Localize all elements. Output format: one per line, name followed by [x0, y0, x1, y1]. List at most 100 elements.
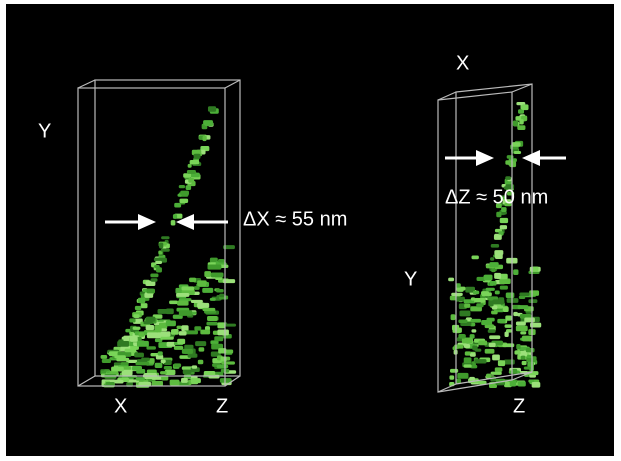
blob	[489, 281, 497, 286]
blob	[455, 296, 465, 302]
box-edge	[511, 83, 533, 93]
blob	[484, 324, 494, 329]
blob	[190, 299, 203, 304]
blob	[165, 320, 176, 327]
blob	[455, 283, 461, 288]
axis-label: Z	[216, 395, 228, 417]
blob	[116, 357, 130, 362]
blob	[207, 264, 222, 270]
blob	[497, 360, 506, 367]
blob	[476, 303, 484, 308]
blob	[493, 234, 502, 240]
blob	[129, 318, 136, 323]
blob	[177, 300, 189, 306]
blob	[221, 361, 235, 365]
blob	[184, 344, 194, 350]
blob	[463, 343, 471, 349]
blob	[471, 255, 479, 260]
measurement: ΔX ≈ 55 nm	[243, 208, 347, 230]
blob	[463, 364, 472, 368]
blob	[472, 290, 480, 295]
blob	[494, 367, 503, 372]
blob	[491, 268, 496, 273]
blob	[184, 330, 198, 335]
blob	[158, 250, 163, 255]
blob	[210, 272, 224, 278]
blob	[530, 322, 542, 328]
blob	[497, 318, 506, 324]
blob	[450, 368, 459, 373]
blob	[521, 104, 529, 111]
blob	[144, 292, 154, 298]
blob	[526, 354, 533, 359]
blob	[449, 375, 455, 380]
blob	[120, 362, 129, 366]
blob	[121, 369, 133, 376]
blob	[499, 217, 509, 224]
blob	[155, 354, 164, 360]
blob	[529, 374, 536, 378]
blob	[457, 372, 469, 379]
blob	[502, 343, 515, 348]
blob	[211, 343, 224, 350]
blob	[490, 244, 500, 248]
blob	[189, 277, 197, 283]
blob	[136, 340, 149, 347]
blob	[513, 311, 518, 317]
blob	[159, 242, 164, 249]
blob	[505, 315, 512, 321]
blob	[180, 190, 189, 196]
blob	[181, 286, 195, 291]
blob	[183, 173, 192, 178]
blob	[169, 300, 178, 305]
blob	[481, 291, 490, 296]
blob	[176, 293, 190, 297]
blob	[194, 326, 202, 331]
blob	[515, 321, 526, 326]
blob	[505, 160, 511, 165]
blob	[451, 292, 463, 296]
right-box	[437, 83, 533, 393]
blob	[217, 329, 229, 336]
box-edge	[511, 371, 533, 381]
blob	[490, 371, 502, 375]
blob	[218, 259, 225, 263]
blob	[204, 271, 212, 277]
blob	[214, 336, 224, 342]
blob	[458, 333, 466, 339]
blob	[193, 153, 201, 159]
blob	[489, 262, 499, 268]
blob	[186, 169, 196, 174]
blob	[173, 345, 184, 350]
blob	[448, 277, 455, 282]
blob	[114, 355, 126, 359]
blob	[470, 306, 482, 312]
blob	[161, 375, 169, 381]
blob	[509, 161, 517, 168]
blob	[160, 359, 166, 364]
blob	[456, 288, 464, 292]
blob	[527, 361, 534, 368]
box-edge	[77, 375, 96, 387]
blob	[135, 377, 145, 381]
blob	[101, 358, 112, 363]
blob	[189, 159, 200, 165]
blob	[206, 321, 218, 326]
blob	[471, 329, 477, 333]
blob	[124, 348, 137, 353]
blob	[224, 323, 237, 327]
blob	[157, 351, 163, 356]
blob	[492, 299, 505, 305]
blob	[166, 341, 176, 347]
blob	[218, 348, 227, 354]
blob	[197, 302, 210, 309]
blob	[138, 332, 145, 337]
blob	[164, 369, 176, 375]
blob	[511, 142, 521, 147]
blob	[515, 325, 528, 332]
blob	[197, 280, 207, 287]
blob	[145, 316, 156, 322]
blob	[163, 359, 172, 365]
blob	[517, 305, 529, 310]
